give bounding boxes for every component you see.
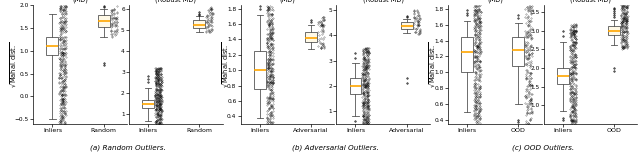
Bar [557,68,569,84]
Bar [513,37,524,66]
Bar [98,15,109,27]
Title: Using non-robust estimates
(MD): Using non-robust estimates (MD) [34,0,126,3]
Title: Using robust estimates
(Robust MD): Using robust estimates (Robust MD) [344,0,422,3]
Bar [142,100,154,108]
Y-axis label: $\sqrt{\mathregular{Mahal. dist.}}$: $\sqrt{\mathregular{Mahal. dist.}}$ [8,41,18,88]
Bar [608,26,620,35]
Y-axis label: $\sqrt{\mathregular{Mahal. dist.}}$: $\sqrt{\mathregular{Mahal. dist.}}$ [428,41,437,88]
Bar [254,51,266,89]
Text: (b) Adversarial Outliers.: (b) Adversarial Outliers. [292,144,379,151]
Title: Using robust estimates
(Robust MD): Using robust estimates (Robust MD) [552,0,629,3]
Text: (c) OOD Outliers.: (c) OOD Outliers. [511,144,574,151]
Title: Using robust estimates
(Robust MD): Using robust estimates (Robust MD) [137,0,214,3]
Bar [47,37,58,55]
Text: (a) Random Outliers.: (a) Random Outliers. [90,144,166,151]
Bar [461,37,473,72]
Bar [193,20,205,28]
Bar [349,78,362,94]
Y-axis label: $\sqrt{\mathregular{Mahal. dist.}}$: $\sqrt{\mathregular{Mahal. dist.}}$ [220,41,230,88]
Bar [305,32,317,42]
Title: Using non-robust estimates
(MD): Using non-robust estimates (MD) [449,0,541,3]
Title: Using non-robust estimates
(MD): Using non-robust estimates (MD) [241,0,333,3]
Bar [401,22,413,29]
